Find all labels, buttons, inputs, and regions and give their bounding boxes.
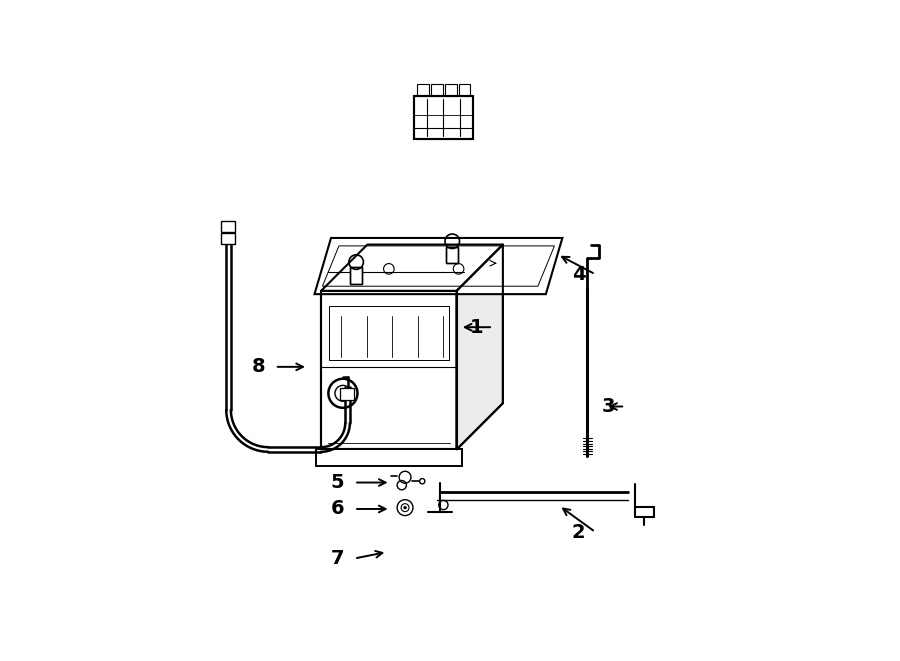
Text: 8: 8 xyxy=(251,358,265,376)
Bar xyxy=(446,247,458,263)
Text: 1: 1 xyxy=(470,318,483,336)
Bar xyxy=(316,449,462,466)
Bar xyxy=(220,233,235,244)
Bar xyxy=(417,84,428,96)
Text: 3: 3 xyxy=(602,397,616,416)
Circle shape xyxy=(404,506,407,509)
Text: 6: 6 xyxy=(330,500,344,518)
Text: 4: 4 xyxy=(572,265,586,284)
Bar xyxy=(321,291,456,449)
Bar xyxy=(431,84,443,96)
Bar xyxy=(459,84,471,96)
Bar xyxy=(339,388,355,400)
Text: 2: 2 xyxy=(572,523,586,541)
Polygon shape xyxy=(414,96,473,139)
Polygon shape xyxy=(316,449,462,466)
Text: 5: 5 xyxy=(330,473,344,492)
Bar xyxy=(220,221,235,232)
Bar xyxy=(414,96,473,139)
Polygon shape xyxy=(446,247,458,263)
Bar xyxy=(446,84,457,96)
Polygon shape xyxy=(456,245,503,449)
Polygon shape xyxy=(314,238,562,294)
Bar xyxy=(350,267,362,284)
Bar xyxy=(329,307,449,360)
Polygon shape xyxy=(321,245,503,291)
Polygon shape xyxy=(350,267,362,284)
Circle shape xyxy=(419,479,425,484)
Text: 7: 7 xyxy=(330,549,344,568)
Polygon shape xyxy=(321,291,456,449)
